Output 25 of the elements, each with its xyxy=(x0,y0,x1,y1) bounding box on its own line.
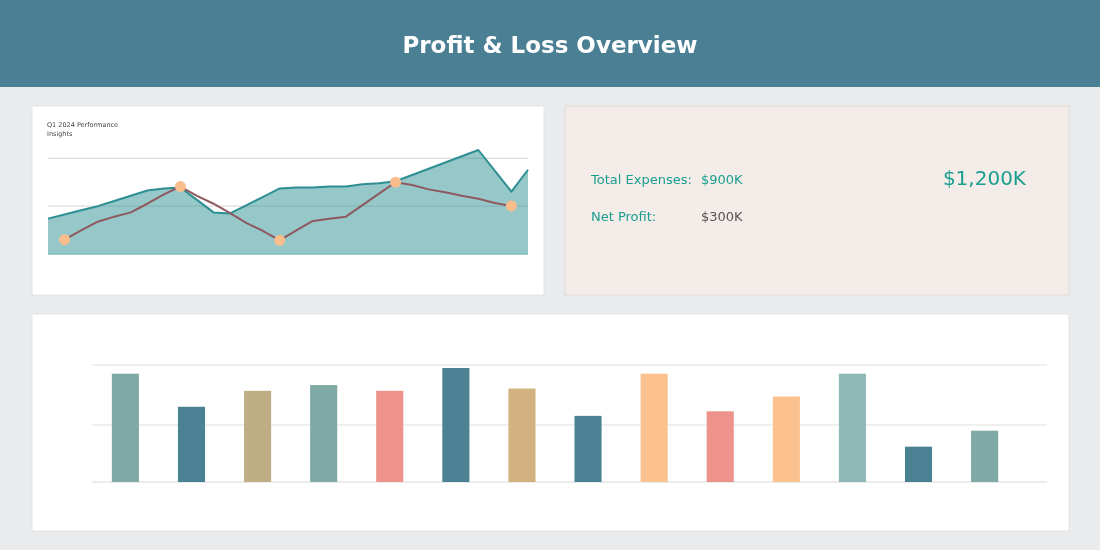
bar xyxy=(376,390,404,482)
bar xyxy=(640,373,668,482)
text: Profit & Loss Overview xyxy=(402,32,698,58)
point xyxy=(274,234,286,246)
point xyxy=(174,181,186,193)
bar xyxy=(442,368,470,482)
point xyxy=(390,176,402,188)
bar xyxy=(508,388,536,482)
text: Net Profit: xyxy=(591,209,657,224)
bar xyxy=(971,430,999,482)
bar xyxy=(177,406,206,482)
text: $1,200K xyxy=(942,166,1027,190)
bar xyxy=(574,415,602,482)
text: $300K xyxy=(701,209,744,224)
bar xyxy=(706,411,734,482)
bar xyxy=(904,446,933,482)
bar xyxy=(111,373,139,482)
bar xyxy=(244,390,272,482)
text: Total Expenses: xyxy=(590,172,692,187)
point xyxy=(505,200,517,212)
bar xyxy=(838,373,866,482)
text: $900K xyxy=(701,172,744,187)
point xyxy=(59,234,71,246)
bar xyxy=(310,385,338,482)
bar xyxy=(772,396,800,482)
